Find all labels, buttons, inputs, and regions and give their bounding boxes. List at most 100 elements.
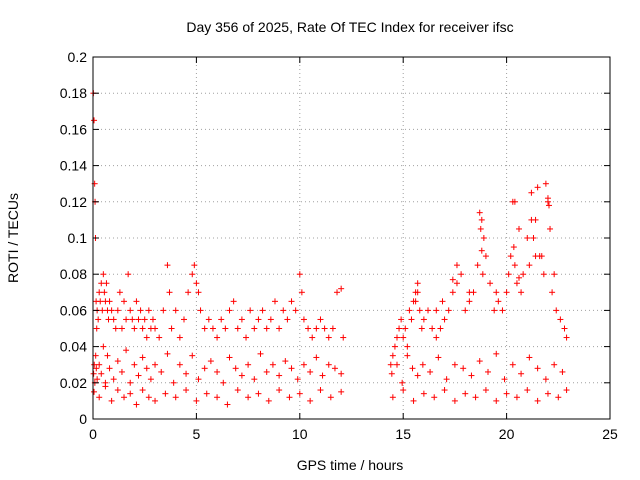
data-point (102, 383, 109, 390)
data-point (152, 361, 159, 368)
data-point (540, 271, 547, 278)
data-point (139, 354, 146, 361)
data-point (534, 184, 541, 191)
data-point (402, 325, 409, 332)
data-point (547, 225, 554, 232)
data-point (321, 325, 328, 332)
data-point (226, 354, 233, 361)
data-point (147, 376, 154, 383)
data-point (300, 361, 307, 368)
data-point (458, 271, 465, 278)
data-point (172, 394, 179, 401)
data-point (542, 180, 549, 187)
data-point (220, 379, 227, 386)
data-point (532, 253, 539, 260)
data-point (325, 334, 332, 341)
y-tick-label: 0 (79, 411, 87, 427)
y-tick-label: 0.08 (60, 266, 87, 282)
data-point (503, 390, 510, 397)
data-point (400, 387, 407, 394)
data-point (95, 316, 102, 323)
data-points (90, 90, 570, 408)
data-point (145, 307, 152, 314)
data-point (205, 316, 212, 323)
data-point (538, 253, 545, 260)
data-point (269, 361, 276, 368)
data-point (482, 253, 489, 260)
data-point (309, 334, 316, 341)
data-point (189, 271, 196, 278)
data-point (118, 368, 125, 375)
data-point (125, 271, 132, 278)
data-point (420, 316, 427, 323)
data-point (114, 358, 121, 365)
data-point (491, 307, 498, 314)
data-point (114, 387, 121, 394)
data-point (232, 365, 239, 372)
data-point (98, 280, 105, 287)
data-point (534, 365, 541, 372)
data-point (164, 350, 171, 357)
data-point (110, 376, 117, 383)
data-point (276, 372, 283, 379)
data-point (180, 316, 187, 323)
data-point (393, 334, 400, 341)
data-point (183, 387, 190, 394)
y-tick-label: 0.04 (60, 339, 87, 355)
data-point (158, 368, 165, 375)
data-point (530, 235, 537, 241)
data-point (419, 361, 426, 368)
data-point (263, 368, 270, 375)
data-point (162, 390, 169, 397)
data-point (201, 325, 208, 332)
data-point (127, 390, 134, 397)
data-point (160, 307, 167, 314)
data-point (307, 368, 314, 375)
data-point (288, 365, 295, 372)
data-point (222, 325, 229, 332)
x-tick-label: 15 (395, 426, 411, 442)
data-point (551, 271, 558, 278)
y-tick-label: 0.06 (60, 302, 87, 318)
data-point (276, 387, 283, 394)
data-point (255, 390, 262, 397)
data-point (313, 354, 320, 361)
data-point (327, 394, 334, 401)
data-point (460, 365, 467, 372)
data-point (238, 316, 245, 323)
data-point (479, 271, 486, 278)
data-point (441, 387, 448, 394)
data-point (234, 387, 241, 394)
data-point (164, 262, 171, 269)
data-point (214, 368, 221, 375)
data-point (518, 289, 525, 296)
data-point (329, 325, 336, 332)
data-point (493, 289, 500, 296)
data-point (400, 334, 407, 341)
data-point (108, 307, 115, 314)
data-point (139, 387, 146, 394)
data-point (313, 325, 320, 332)
data-point (431, 394, 438, 401)
data-point (553, 307, 560, 314)
data-point (114, 307, 121, 314)
data-point (193, 397, 200, 404)
data-point (143, 365, 150, 372)
data-point (230, 298, 237, 305)
data-point (149, 316, 156, 323)
data-point (404, 343, 411, 350)
data-point (317, 387, 324, 394)
data-point (176, 334, 183, 341)
x-tick-label: 5 (193, 426, 201, 442)
data-point (501, 376, 508, 383)
data-point (292, 307, 299, 314)
data-point (453, 280, 460, 287)
data-point (410, 397, 417, 404)
data-point (388, 370, 395, 377)
data-point (137, 307, 144, 314)
data-point (197, 307, 204, 314)
data-point (338, 388, 345, 395)
data-point (563, 334, 570, 341)
data-point (90, 370, 97, 377)
data-point (414, 280, 421, 287)
